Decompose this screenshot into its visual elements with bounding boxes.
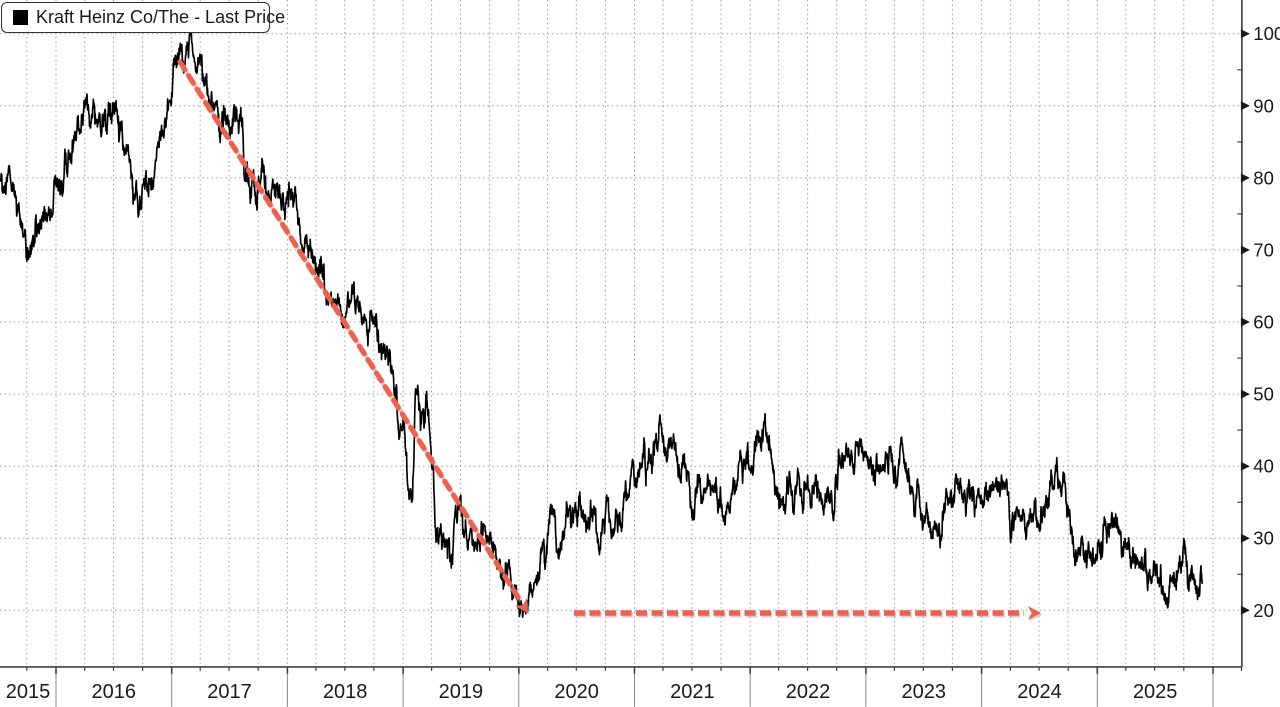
svg-text:2017: 2017 xyxy=(207,681,252,703)
svg-text:2023: 2023 xyxy=(902,681,947,703)
svg-text:80: 80 xyxy=(1253,167,1274,188)
svg-text:2024: 2024 xyxy=(1017,681,1062,703)
svg-text:30: 30 xyxy=(1253,528,1274,549)
svg-text:20: 20 xyxy=(1253,600,1274,621)
svg-text:100: 100 xyxy=(1253,23,1280,44)
svg-text:40: 40 xyxy=(1253,456,1274,477)
svg-text:2015: 2015 xyxy=(6,681,51,703)
svg-text:2018: 2018 xyxy=(323,681,368,703)
svg-text:60: 60 xyxy=(1253,312,1274,333)
svg-text:2025: 2025 xyxy=(1133,681,1178,703)
svg-text:70: 70 xyxy=(1253,240,1274,261)
svg-text:50: 50 xyxy=(1253,384,1274,405)
svg-text:2021: 2021 xyxy=(670,681,715,703)
svg-text:90: 90 xyxy=(1253,95,1274,116)
svg-text:2020: 2020 xyxy=(554,681,599,703)
svg-text:2022: 2022 xyxy=(786,681,831,703)
svg-text:2019: 2019 xyxy=(439,681,484,703)
svg-text:2016: 2016 xyxy=(92,681,137,703)
